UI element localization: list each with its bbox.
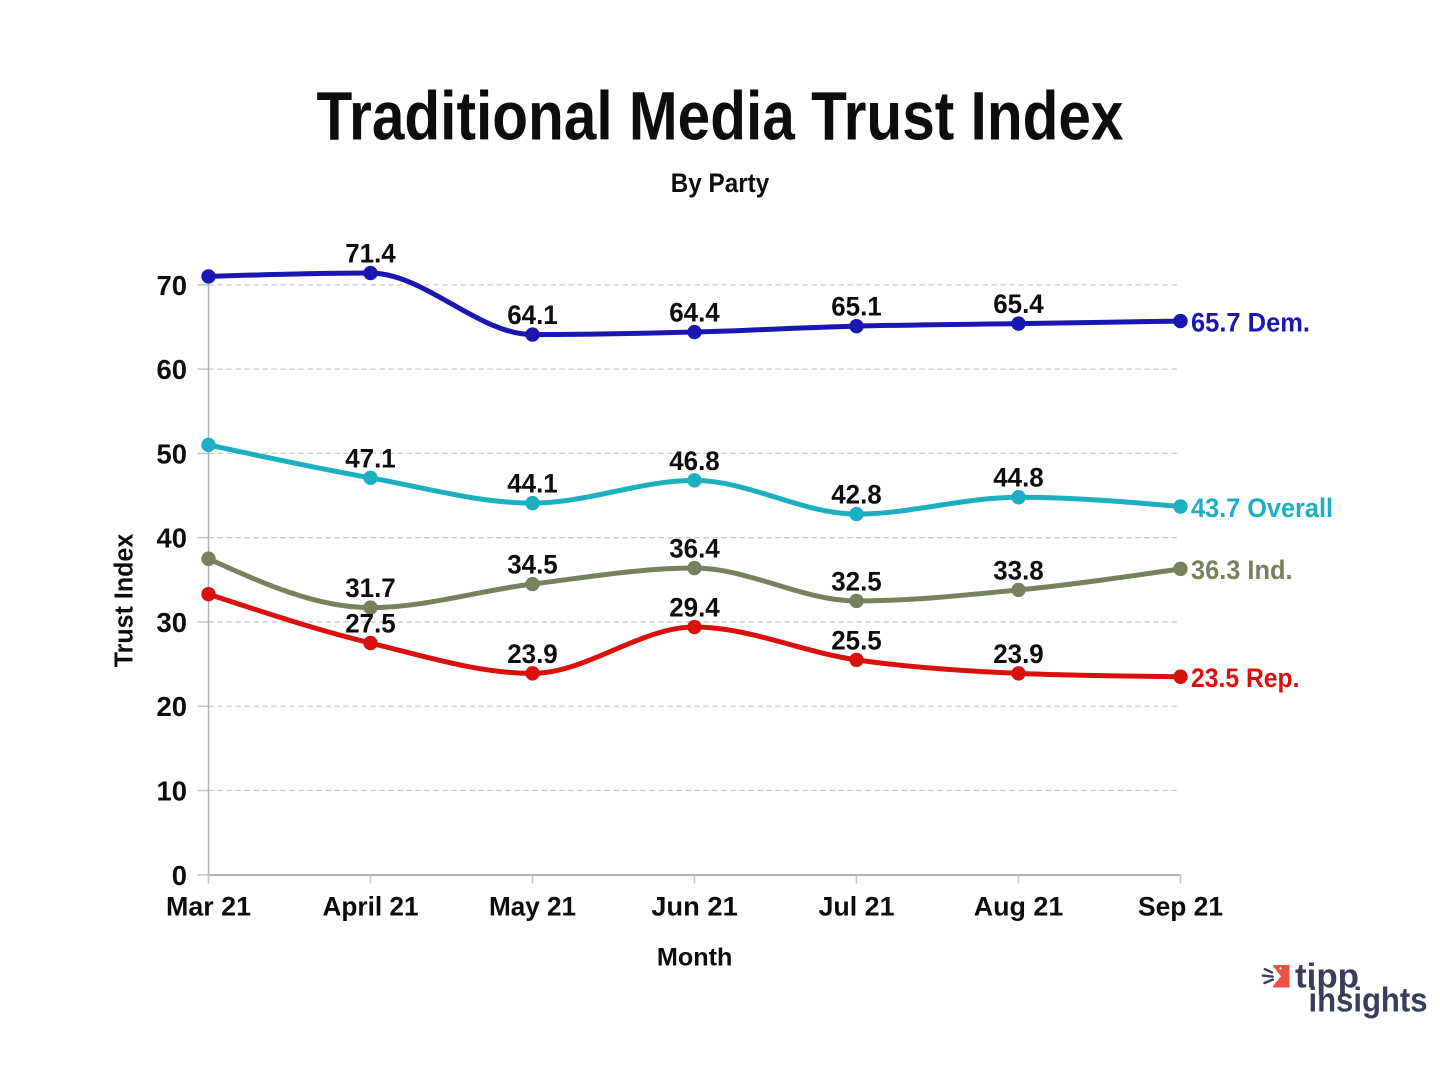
svg-text:23.9: 23.9 <box>993 639 1044 669</box>
svg-text:50: 50 <box>157 438 187 469</box>
svg-text:32.5: 32.5 <box>831 566 882 596</box>
svg-text:10: 10 <box>157 776 187 807</box>
svg-text:Jun 21: Jun 21 <box>651 892 738 922</box>
svg-text:Aug 21: Aug 21 <box>974 892 1064 922</box>
svg-text:23.9: 23.9 <box>507 639 558 669</box>
svg-text:34.5: 34.5 <box>507 550 558 580</box>
svg-text:23.5 Rep.: 23.5 Rep. <box>1191 663 1300 693</box>
svg-text:40: 40 <box>157 523 187 554</box>
svg-text:44.1: 44.1 <box>507 469 558 499</box>
svg-text:insights: insights <box>1309 982 1428 1020</box>
svg-text:0: 0 <box>172 860 187 891</box>
svg-text:36.4: 36.4 <box>669 534 720 564</box>
svg-text:Mar 21: Mar 21 <box>166 892 251 922</box>
svg-text:44.8: 44.8 <box>993 463 1044 493</box>
svg-text:33.8: 33.8 <box>993 555 1044 585</box>
svg-text:By Party: By Party <box>671 168 770 198</box>
svg-text:60: 60 <box>157 354 187 385</box>
svg-text:71.4: 71.4 <box>345 239 396 269</box>
svg-text:30: 30 <box>157 607 187 638</box>
svg-text:47.1: 47.1 <box>345 443 396 473</box>
svg-text:65.1: 65.1 <box>831 292 882 322</box>
svg-text:Jul 21: Jul 21 <box>819 892 895 922</box>
svg-text:Trust Index: Trust Index <box>110 534 138 668</box>
svg-text:Month: Month <box>657 943 733 971</box>
svg-text:43.7 Overall: 43.7 Overall <box>1191 493 1333 523</box>
svg-text:65.4: 65.4 <box>993 289 1044 319</box>
svg-text:46.8: 46.8 <box>669 446 720 476</box>
svg-text:64.4: 64.4 <box>669 298 720 328</box>
svg-text:April 21: April 21 <box>323 892 419 922</box>
svg-text:May 21: May 21 <box>489 892 576 922</box>
svg-text:25.5: 25.5 <box>831 625 882 655</box>
svg-text:65.7 Dem.: 65.7 Dem. <box>1191 307 1310 337</box>
svg-text:29.4: 29.4 <box>669 593 720 623</box>
svg-text:36.3 Ind.: 36.3 Ind. <box>1191 555 1293 585</box>
svg-text:tipp: tipp <box>1295 957 1359 995</box>
svg-text:64.1: 64.1 <box>507 300 558 330</box>
svg-text:31.7: 31.7 <box>345 573 396 603</box>
svg-text:27.5: 27.5 <box>345 609 396 639</box>
svg-text:42.8: 42.8 <box>831 480 882 510</box>
svg-text:20: 20 <box>157 691 187 722</box>
svg-text:Traditional Media Trust Index: Traditional Media Trust Index <box>317 78 1124 155</box>
svg-text:Sep 21: Sep 21 <box>1138 892 1223 922</box>
svg-text:70: 70 <box>157 270 187 301</box>
